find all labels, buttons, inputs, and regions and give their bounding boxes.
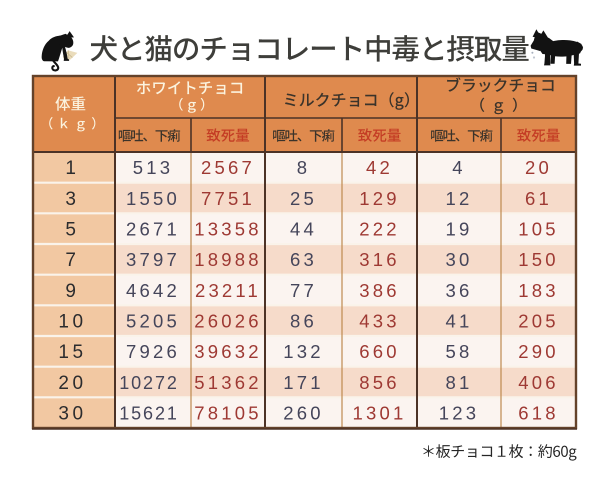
svg-text:20: 20: [58, 373, 86, 394]
svg-text:171: 171: [283, 372, 323, 393]
svg-text:44: 44: [290, 218, 317, 239]
svg-text:183: 183: [518, 280, 558, 301]
svg-text:81: 81: [446, 372, 473, 393]
svg-text:1550: 1550: [126, 188, 180, 209]
svg-text:61: 61: [525, 188, 552, 209]
svg-text:9: 9: [65, 281, 79, 302]
svg-text:1301: 1301: [353, 402, 407, 423]
svg-text:105: 105: [518, 218, 558, 239]
svg-text:856: 856: [359, 372, 399, 393]
svg-text:660: 660: [359, 341, 399, 362]
svg-text:260: 260: [283, 402, 323, 423]
svg-text:10: 10: [58, 311, 86, 332]
svg-text:58: 58: [446, 341, 473, 362]
svg-text:78105: 78105: [194, 402, 261, 423]
svg-text:7751: 7751: [201, 188, 255, 209]
svg-text:23211: 23211: [195, 280, 261, 301]
svg-text:20: 20: [525, 157, 552, 178]
svg-text:15621: 15621: [119, 403, 179, 423]
svg-text:132: 132: [283, 341, 323, 362]
svg-text:4: 4: [452, 157, 466, 178]
svg-text:26026: 26026: [194, 310, 261, 331]
svg-text:36: 36: [446, 280, 473, 301]
svg-text:316: 316: [359, 249, 399, 270]
svg-text:2671: 2671: [126, 218, 180, 239]
svg-text:12: 12: [446, 188, 473, 209]
svg-text:30: 30: [58, 403, 86, 424]
svg-text:618: 618: [518, 402, 558, 423]
svg-text:51362: 51362: [194, 372, 261, 393]
svg-text:5205: 5205: [126, 310, 180, 331]
svg-text:7: 7: [65, 250, 79, 271]
svg-text:3: 3: [65, 189, 79, 210]
svg-text:222: 222: [359, 218, 399, 239]
svg-text:129: 129: [359, 188, 399, 209]
svg-text:5: 5: [65, 219, 79, 240]
svg-text:205: 205: [518, 310, 558, 331]
svg-text:3797: 3797: [126, 249, 180, 270]
svg-text:18988: 18988: [194, 249, 261, 270]
svg-text:30: 30: [446, 249, 473, 270]
svg-text:42: 42: [366, 157, 393, 178]
svg-text:86: 86: [290, 310, 317, 331]
svg-text:1: 1: [65, 158, 79, 179]
svg-text:15: 15: [58, 342, 86, 363]
svg-text:77: 77: [290, 280, 317, 301]
svg-text:290: 290: [518, 341, 558, 362]
svg-text:39632: 39632: [194, 341, 261, 362]
svg-text:8: 8: [297, 157, 311, 178]
svg-text:123: 123: [439, 402, 479, 423]
svg-text:433: 433: [359, 310, 399, 331]
svg-text:7926: 7926: [126, 341, 180, 362]
svg-text:386: 386: [359, 280, 399, 301]
svg-text:25: 25: [290, 188, 317, 209]
svg-text:406: 406: [518, 372, 558, 393]
svg-text:150: 150: [518, 249, 558, 270]
svg-text:10272: 10272: [119, 373, 179, 393]
svg-text:4642: 4642: [126, 280, 180, 301]
svg-text:513: 513: [133, 157, 173, 178]
svg-text:2567: 2567: [201, 157, 255, 178]
svg-text:13358: 13358: [194, 218, 261, 239]
svg-text:41: 41: [446, 310, 473, 331]
svg-text:19: 19: [446, 218, 473, 239]
svg-text:63: 63: [290, 249, 317, 270]
